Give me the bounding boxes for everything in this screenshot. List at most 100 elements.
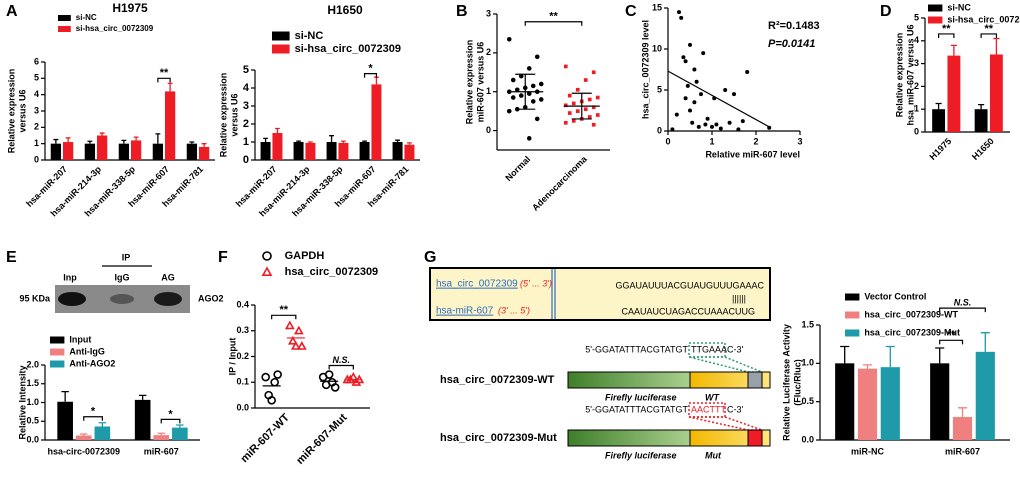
- error-bar: [395, 139, 400, 142]
- y-tick-label: 1: [486, 86, 491, 96]
- error-bar: [99, 132, 105, 136]
- significance-bracket: [157, 77, 171, 83]
- data-point: [583, 107, 588, 112]
- data-point: [587, 115, 592, 119]
- error-bar: [189, 141, 195, 144]
- bar: [371, 84, 382, 160]
- data-point: [575, 109, 580, 113]
- bar: [932, 109, 946, 132]
- x-tick-label: 3: [797, 136, 802, 146]
- panel-label: F: [218, 249, 228, 266]
- y-tick-label: 2: [243, 118, 249, 130]
- annotation: R²=0.1483: [768, 20, 820, 32]
- data-point: [595, 113, 600, 117]
- legend-label: si-NC: [76, 13, 97, 22]
- error-bar: [885, 345, 895, 368]
- data-point: [674, 112, 679, 117]
- y-tick-label: 5: [243, 64, 249, 76]
- annotation: **: [984, 23, 993, 35]
- data-point: [683, 96, 688, 101]
- x-tick-label: miR-607-WT: [238, 411, 292, 465]
- data-point: [267, 395, 276, 405]
- x-tick-label: H1650: [970, 136, 996, 162]
- error-bar: [374, 76, 379, 85]
- y-tick-label: 15: [652, 2, 662, 12]
- data-point: [526, 66, 532, 71]
- y-tick-label: 6: [34, 56, 39, 66]
- data-point: [348, 371, 359, 381]
- construct-label: Mut: [705, 450, 722, 460]
- y-tick-label: 5: [657, 84, 662, 94]
- error-bar: [862, 364, 873, 369]
- x-tick-label: H1975: [928, 136, 954, 162]
- bar: [164, 91, 176, 160]
- error-bar: [308, 141, 313, 143]
- data-point: [571, 119, 576, 123]
- construct-sequence: C-3': [727, 404, 744, 414]
- legend-swatch: [50, 336, 65, 344]
- error-bar: [65, 137, 71, 143]
- y-tick-label: 3: [34, 105, 39, 115]
- error-bar: [167, 82, 173, 92]
- y-tick-label: 2: [486, 47, 491, 57]
- bar: [974, 109, 988, 132]
- construct-site: AACTTT: [691, 404, 727, 414]
- site-connector: [688, 356, 763, 373]
- annotation: N.S.: [332, 355, 350, 365]
- legend-label: si-NC: [947, 2, 971, 12]
- bar: [118, 143, 130, 160]
- legend-swatch: [58, 15, 71, 21]
- error-bar: [275, 127, 280, 133]
- x-tick-label: miR-607: [144, 446, 179, 456]
- data-point: [506, 36, 512, 42]
- blot-band: [154, 292, 182, 306]
- error-bar: [61, 390, 69, 402]
- data-point: [591, 105, 596, 110]
- legend-label: hsa_circ_0072309-WT: [864, 309, 958, 319]
- western-blot: IP Inp IgG AG 95 KDa AGO2: [19, 252, 224, 313]
- y-tick-label: 3: [243, 100, 249, 112]
- fit-line: [667, 70, 770, 128]
- legend-swatch: [845, 329, 860, 337]
- data-point: [563, 103, 568, 108]
- error-bar: [407, 142, 412, 145]
- annotation: *: [168, 408, 173, 420]
- gene-bar: [567, 429, 691, 447]
- error-bar: [296, 140, 301, 142]
- error-bar: [121, 139, 127, 144]
- x-tick-label: Adenocarcinoma: [530, 153, 589, 212]
- y-tick-label: 5: [34, 73, 39, 83]
- gene-label: Firefly luciferase: [605, 450, 677, 460]
- legend-swatch: [272, 44, 290, 54]
- data-point: [688, 42, 692, 47]
- y-tick-label: 1: [34, 138, 39, 148]
- significance-bracket: [363, 73, 378, 78]
- x-tick-label: hsa-circ-0072309: [47, 446, 120, 456]
- binding-diagram: G hsa_circ_0072309 (5' ... 3') GGAUAUUUA…: [424, 249, 771, 460]
- error-bar: [138, 394, 147, 400]
- error-bar: [362, 140, 367, 142]
- error-bar: [87, 140, 93, 144]
- y-axis-label: Relative Intensity: [17, 365, 27, 439]
- significance-bracket: [938, 33, 955, 38]
- lane-label: Inp: [63, 272, 77, 282]
- y-tick-label: 0.4: [236, 299, 249, 309]
- significance-bracket: [271, 314, 297, 320]
- x-tick-label: 1: [709, 136, 714, 146]
- bar: [75, 435, 92, 440]
- x-tick-label: 0: [665, 136, 670, 146]
- data-point: [514, 87, 520, 93]
- error-bar: [329, 135, 334, 142]
- sequence-name: hsa-miR-607: [436, 306, 494, 317]
- legend-label: si-NC: [295, 30, 324, 42]
- error-bar: [840, 345, 850, 364]
- y-axis-label: miR-607 versus U6: [475, 42, 485, 123]
- construct-name: hsa_circ_0072309-WT: [440, 374, 555, 386]
- significance-bracket: [160, 418, 181, 424]
- x-tick-label: Normal: [503, 154, 532, 183]
- error-bar: [157, 432, 165, 436]
- data-point: [530, 83, 536, 89]
- data-point: [324, 370, 334, 379]
- chart-title: H1650: [327, 3, 363, 17]
- bar: [293, 142, 304, 160]
